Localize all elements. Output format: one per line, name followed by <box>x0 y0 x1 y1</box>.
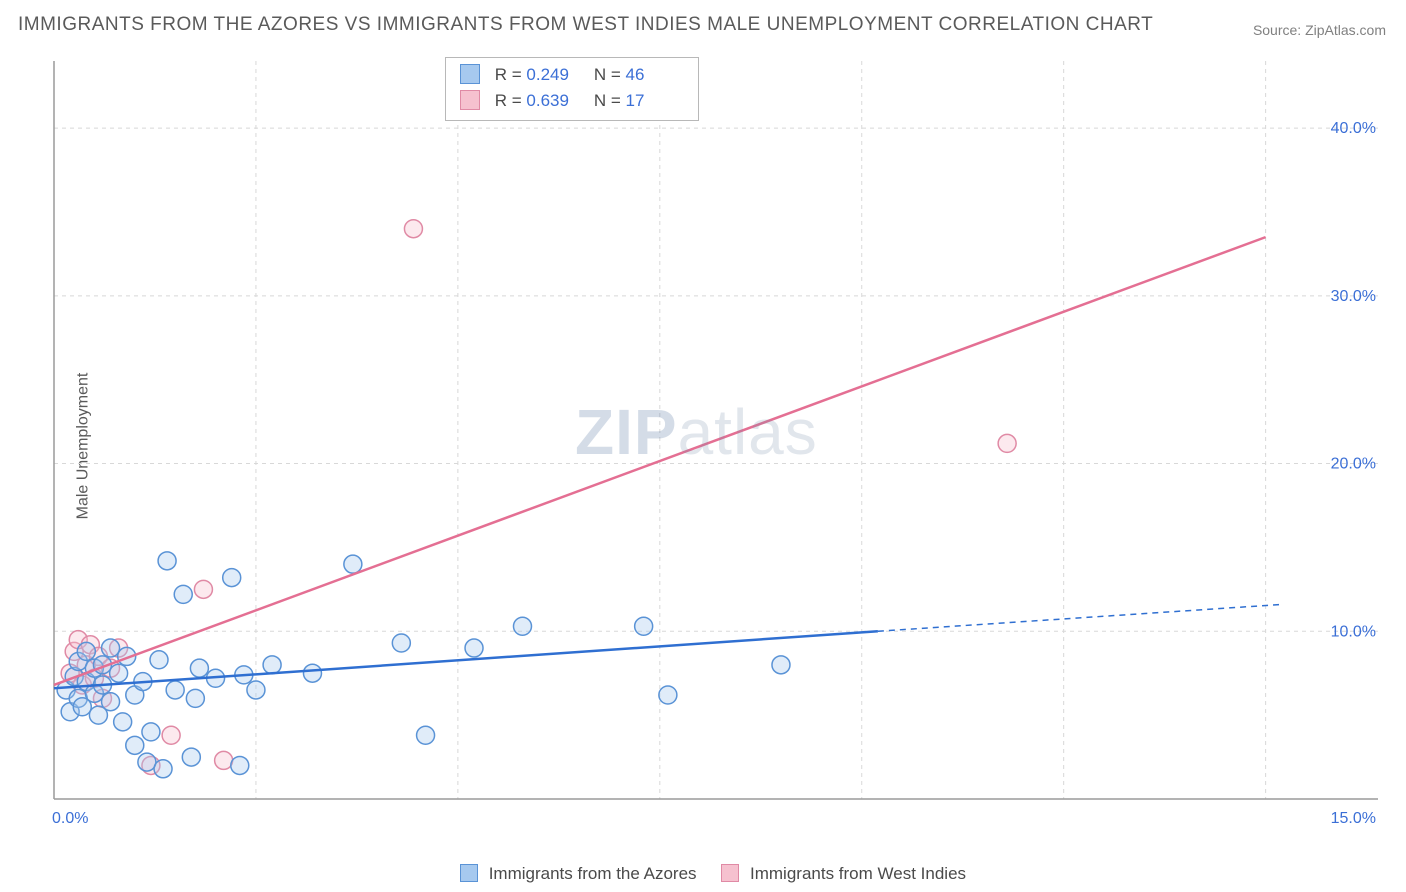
stats-row-azores: R = 0.249 N = 46 <box>460 62 684 88</box>
chart-title: IMMIGRANTS FROM THE AZORES VS IMMIGRANTS… <box>18 14 1153 36</box>
swatch-azores <box>460 64 480 84</box>
legend-label-azores: Immigrants from the Azores <box>489 864 697 883</box>
legend-swatch-azores <box>460 864 478 882</box>
legend-label-westindies: Immigrants from West Indies <box>750 864 966 883</box>
svg-text:30.0%: 30.0% <box>1331 288 1376 305</box>
scatter-chart-svg: 10.0% 20.0% 30.0% 40.0% 0.0% 15.0% <box>48 55 1388 835</box>
swatch-westindies <box>460 90 480 110</box>
svg-text:10.0%: 10.0% <box>1331 623 1376 640</box>
svg-text:0.0%: 0.0% <box>52 810 88 827</box>
legend-swatch-westindies <box>721 864 739 882</box>
svg-text:15.0%: 15.0% <box>1331 810 1376 827</box>
svg-text:20.0%: 20.0% <box>1331 456 1376 473</box>
source-attribution: Source: ZipAtlas.com <box>1253 22 1386 38</box>
stats-row-westindies: R = 0.639 N = 17 <box>460 88 684 114</box>
svg-text:40.0%: 40.0% <box>1331 120 1376 137</box>
bottom-legend: Immigrants from the Azores Immigrants fr… <box>0 864 1406 884</box>
correlation-stats-box: R = 0.249 N = 46 R = 0.639 N = 17 <box>445 57 699 121</box>
plot-area: 10.0% 20.0% 30.0% 40.0% 0.0% 15.0% <box>48 55 1388 835</box>
